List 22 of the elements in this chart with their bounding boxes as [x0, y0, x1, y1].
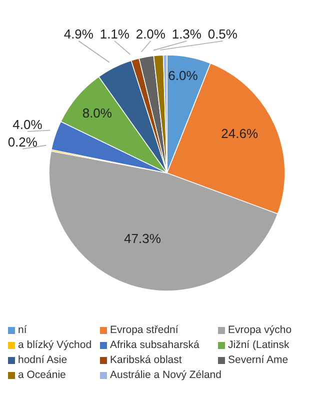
- data-label: 8.0%: [82, 106, 112, 121]
- data-label: 2.0%: [136, 26, 166, 42]
- legend-label: Jižní (Latinsk: [228, 339, 290, 351]
- data-label: 0.2%: [8, 134, 38, 150]
- legend-label: ní: [18, 324, 27, 336]
- legend-label: Severní Ame: [228, 354, 288, 366]
- legend-label: hodní Asie: [18, 354, 68, 366]
- legend-label: Karibská oblast: [110, 354, 182, 366]
- legend-label: Evropa výcho: [228, 324, 292, 336]
- data-label: 0.5%: [208, 26, 238, 42]
- data-label: 47.3%: [124, 231, 162, 246]
- data-label: 4.0%: [12, 117, 43, 132]
- legend-label: Afrika subsaharská: [110, 339, 200, 351]
- legend-label: Austrálie a Nový Zéland: [110, 369, 222, 381]
- data-label: 1.3%: [172, 26, 202, 42]
- legend-label: Evropa střední: [110, 324, 178, 336]
- data-label: 6.0%: [168, 68, 198, 83]
- legend-label: a Oceánie: [18, 369, 66, 381]
- data-label: 24.6%: [221, 126, 258, 141]
- legend-label: a blízký Východ: [18, 339, 92, 351]
- data-label: 1.1%: [100, 26, 130, 42]
- data-label: 4.9%: [64, 26, 94, 42]
